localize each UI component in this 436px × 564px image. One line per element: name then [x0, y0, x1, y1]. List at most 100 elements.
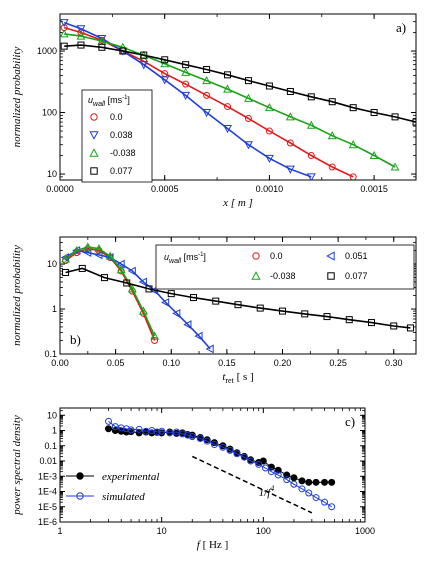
- data-point: [390, 322, 398, 330]
- data-point: [94, 250, 103, 260]
- data-point: [190, 294, 197, 302]
- y-tick-label: 1: [52, 304, 57, 314]
- legend-title: uwall [ms-1]: [88, 95, 130, 108]
- y-tick-label: 10: [47, 169, 57, 179]
- legend-marker: [76, 492, 84, 500]
- data-point: [76, 25, 86, 34]
- legend-label: 0.038: [110, 130, 133, 140]
- data-point: [223, 84, 232, 93]
- data-point: [244, 114, 252, 122]
- series-0.077: [60, 41, 416, 126]
- data-point: [305, 478, 313, 486]
- data-point: [349, 104, 357, 112]
- legend-label: experimental: [102, 471, 159, 483]
- data-point: [369, 150, 379, 160]
- series-line: [65, 246, 156, 337]
- data-point: [60, 42, 68, 50]
- data-point: [286, 87, 294, 95]
- legend-marker: [90, 113, 98, 121]
- x-tick-label: 0.25: [329, 358, 347, 368]
- data-point: [202, 75, 212, 85]
- data-point: [305, 489, 313, 497]
- data-point: [274, 466, 282, 474]
- data-point: [328, 478, 336, 486]
- legend-marker: [76, 472, 84, 480]
- slope-annotation: 1/f4: [259, 484, 275, 499]
- data-point: [153, 428, 161, 436]
- legend: uwall [ms-1] 0.0 0.038 -0.038 0.077: [81, 89, 153, 183]
- data-point: [274, 471, 282, 479]
- data-point: [259, 457, 267, 465]
- data-point: [122, 425, 130, 433]
- data-point: [265, 127, 273, 135]
- data-point: [61, 254, 71, 263]
- data-point: [83, 242, 93, 251]
- data-point: [76, 31, 86, 40]
- series-0.077: [62, 264, 414, 332]
- y-tick-label: 1E-5: [38, 502, 57, 512]
- legend-box: [81, 89, 153, 183]
- data-point: [60, 19, 69, 28]
- data-point: [161, 56, 169, 64]
- data-point: [182, 61, 190, 69]
- y-axis-label: normalized probability: [11, 245, 23, 346]
- data-point: [210, 441, 218, 449]
- data-point: [390, 162, 400, 171]
- data-point: [196, 434, 204, 442]
- legend-marker: [90, 167, 98, 175]
- data-point: [182, 80, 190, 88]
- x-tick-label: 0.0010: [256, 184, 284, 194]
- data-point: [283, 476, 291, 484]
- data-point: [306, 120, 316, 129]
- data-point: [139, 61, 149, 70]
- x-tick-label: 10: [157, 526, 167, 536]
- plot-frame: [59, 236, 417, 355]
- data-point: [328, 98, 336, 106]
- data-point: [264, 154, 274, 163]
- data-point: [233, 450, 241, 458]
- data-point: [98, 43, 106, 51]
- y-tick-label: 0.1: [44, 441, 57, 451]
- data-point: [101, 274, 108, 282]
- data-point: [135, 425, 143, 433]
- panel-tag: b): [70, 332, 81, 347]
- x-tick-label: 1000: [355, 526, 375, 536]
- data-point: [256, 304, 264, 312]
- data-point: [158, 427, 166, 435]
- x-tick-label: 0.20: [274, 358, 292, 368]
- data-point: [328, 503, 336, 511]
- data-point: [247, 457, 255, 465]
- data-point: [119, 47, 127, 55]
- plot-frame: [59, 13, 417, 181]
- data-point: [370, 109, 378, 117]
- y-tick-label: 100: [42, 108, 57, 118]
- legend-label: 0.0: [270, 251, 283, 261]
- reference-line: [191, 455, 313, 514]
- legend-label: 0.077: [345, 271, 368, 281]
- data-point: [150, 331, 160, 340]
- legend-label: simulated: [102, 491, 145, 503]
- data-point: [219, 443, 227, 451]
- y-tick-label: 0.01: [39, 456, 57, 466]
- data-point: [298, 485, 306, 493]
- data-point: [77, 41, 85, 49]
- y-tick-label: 1000: [37, 46, 57, 56]
- legend-marker: [251, 271, 261, 280]
- legend-label: 0.0: [110, 112, 123, 122]
- data-point: [203, 66, 211, 74]
- legend: experimental simulated: [66, 471, 159, 503]
- x-tick-label: 0.0000: [46, 184, 74, 194]
- data-point: [323, 313, 331, 321]
- legend-label: -0.038: [270, 271, 296, 281]
- plot-frame: [59, 407, 366, 523]
- data-point: [412, 118, 416, 126]
- x-tick-label: 1: [57, 526, 62, 536]
- data-point: [183, 320, 192, 330]
- data-point: [267, 468, 275, 476]
- data-point: [105, 425, 113, 433]
- data-point: [307, 152, 315, 160]
- legend-box: [155, 244, 415, 290]
- data-point: [105, 251, 115, 260]
- data-point: [212, 297, 220, 305]
- panel-tag: c): [345, 414, 355, 429]
